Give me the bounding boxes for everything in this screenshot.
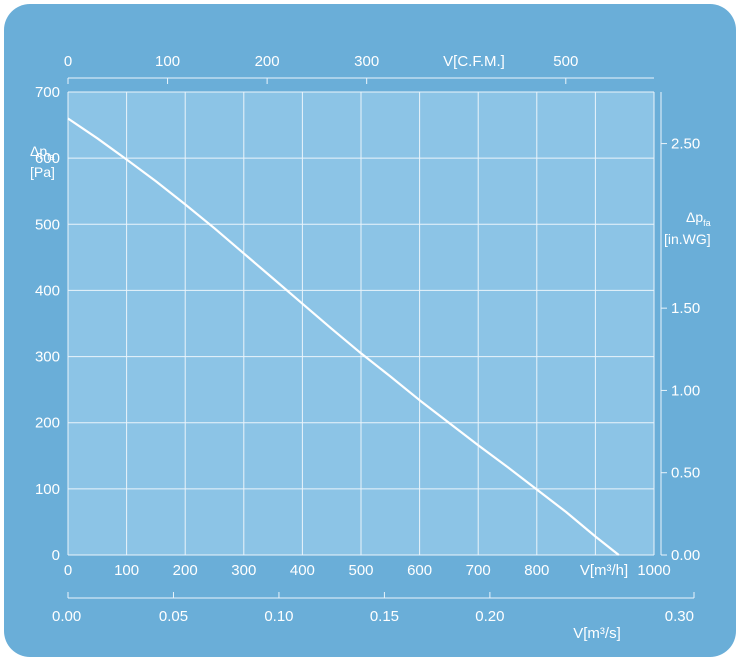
axes xyxy=(67,77,695,599)
bottom-axis-tick-label: 700 xyxy=(466,562,491,579)
second-bottom-axis-tick-label: 0.15 xyxy=(370,608,399,625)
left-axis-tick-label: 400 xyxy=(35,282,60,299)
second-bottom-axis-tick-label: 0.30 xyxy=(665,608,694,625)
top-axis-tick-label: 100 xyxy=(155,53,180,70)
bottom-axis-tick-label: 500 xyxy=(348,562,373,579)
bottom-axis-tick-label: 1000 xyxy=(637,562,670,579)
right-axis-symbol: Δp xyxy=(686,209,703,225)
chart-panel: 0 100 200 300 400 500 600 700 0 100 200 300 400 500 60… xyxy=(4,4,736,657)
left-axis-label: Δpfa xyxy=(30,143,55,162)
left-axis-symbol: Δp xyxy=(30,143,47,159)
left-axis-tick-label: 500 xyxy=(35,216,60,233)
left-axis-tick-label: 300 xyxy=(35,349,60,366)
left-axis-tick-label: 0 xyxy=(52,547,60,564)
bottom-axis-tick-label: 300 xyxy=(231,562,256,579)
bottom-axis-tick-label: 200 xyxy=(173,562,198,579)
bottom-axis-tick-label: 800 xyxy=(524,562,549,579)
top-axis-tick-label: 500 xyxy=(553,53,578,70)
right-axis-subscript: fa xyxy=(703,218,711,228)
bottom-axis-tick-label: 100 xyxy=(114,562,139,579)
left-axis-tick-label: 100 xyxy=(35,481,60,498)
left-axis-unit: [Pa] xyxy=(30,164,55,180)
top-axis-label: V[C.F.M.] xyxy=(443,53,505,70)
bottom-axis-tick-label: 600 xyxy=(407,562,432,579)
top-axis-tick-label: 200 xyxy=(255,53,280,70)
bottom-axis-tick-label: 0 xyxy=(64,562,72,579)
second-bottom-axis-tick-label: 0.10 xyxy=(264,608,293,625)
performance-curve xyxy=(67,117,620,556)
second-bottom-axis-tick-label: 0.20 xyxy=(475,608,504,625)
top-axis-tick-label: 300 xyxy=(354,53,379,70)
right-axis-tick-label: 0.50 xyxy=(671,465,700,482)
second-bottom-axis-label: V[m³/s] xyxy=(573,625,621,642)
bottom-axis-label: V[m³/h] xyxy=(580,562,628,579)
second-bottom-axis-tick-label: 0.05 xyxy=(159,608,188,625)
left-axis-tick-label: 700 xyxy=(35,84,60,101)
curve-layer xyxy=(67,117,620,556)
right-axis-tick-label: 2.50 xyxy=(671,136,700,153)
right-axis-tick-label: 0.00 xyxy=(671,547,700,564)
top-axis-tick-label: 0 xyxy=(64,53,72,70)
left-axis-tick-label: 200 xyxy=(35,415,60,432)
right-axis-tick-label: 1.50 xyxy=(671,300,700,317)
right-axis-unit: [in.WG] xyxy=(664,231,711,247)
right-axis-tick-label: 1.00 xyxy=(671,382,700,399)
right-axis-label: Δpfa xyxy=(686,209,711,228)
left-axis-tick-label: 600 xyxy=(35,150,60,167)
bottom-axis-tick-label: 400 xyxy=(290,562,315,579)
second-bottom-axis-tick-label: 0.00 xyxy=(52,608,81,625)
grid-lines xyxy=(67,91,655,556)
left-axis-subscript: fa xyxy=(47,152,55,162)
